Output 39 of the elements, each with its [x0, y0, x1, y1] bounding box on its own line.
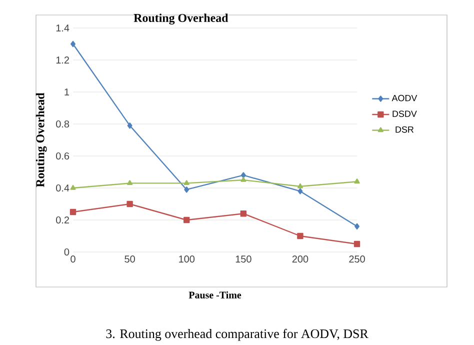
x-tick-label: 50: [124, 256, 135, 263]
point: [240, 172, 246, 178]
point: [240, 210, 247, 217]
text: 3. Routing overhead comparative for AODV, DSR: [106, 328, 368, 341]
y-tick-label: 0.6: [56, 152, 70, 160]
legend-label: DSR: [396, 126, 414, 133]
point: [70, 184, 76, 190]
point: [297, 232, 304, 240]
x-tick-label: 100: [179, 256, 195, 263]
point: [354, 178, 360, 184]
x-tick-label: 200: [292, 256, 308, 263]
point: [126, 200, 133, 208]
point: [184, 180, 190, 186]
y-tick-label: 1: [64, 88, 70, 96]
point: [184, 186, 190, 193]
y-tick-label: 0: [64, 248, 70, 256]
point: [297, 183, 303, 188]
point: [240, 176, 246, 182]
point: [184, 216, 190, 224]
point: [70, 208, 76, 216]
x-tick-label: 150: [236, 256, 252, 263]
y-tick-label: 1.2: [56, 56, 69, 64]
point: [298, 188, 303, 194]
y-tick-label: 0.2: [56, 216, 69, 224]
point: [127, 180, 133, 186]
point: [70, 40, 76, 48]
y-axis-title: Routing Overhead: [36, 92, 47, 188]
x-axis-title: Pause -Time: [188, 291, 242, 298]
x-tick-label: 250: [349, 256, 365, 263]
point: [354, 223, 360, 230]
chart-title: Routing Overhead: [134, 14, 228, 25]
legend-label: AODV: [392, 94, 418, 102]
y-tick-label: 0.4: [56, 184, 70, 192]
y-tick-label: 0.8: [56, 120, 70, 128]
x-tick-label: 0: [70, 256, 76, 263]
point: [127, 122, 132, 129]
legend-label: DSDV: [392, 110, 417, 117]
point: [354, 240, 360, 248]
y-tick-label: 1.4: [56, 24, 70, 32]
